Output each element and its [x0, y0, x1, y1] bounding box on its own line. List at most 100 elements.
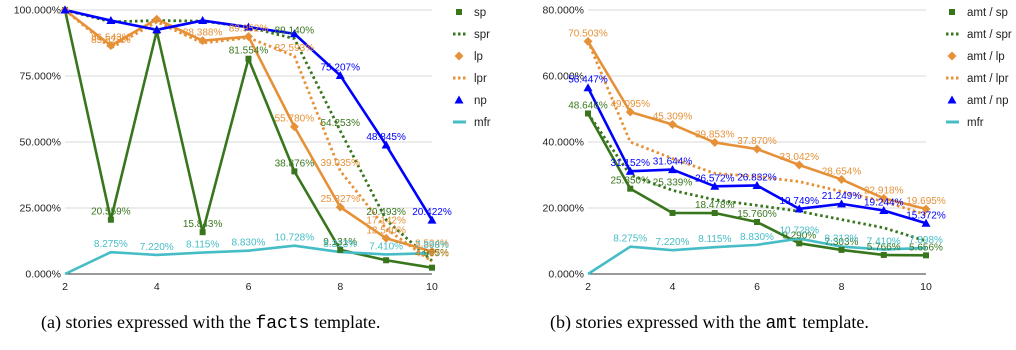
legend-label: amt / np [967, 95, 1009, 107]
data-point [289, 122, 299, 132]
data-label: 9.131% [323, 237, 357, 248]
data-point [429, 264, 435, 271]
legend-diamond-icon [947, 51, 957, 61]
data-point [335, 70, 345, 79]
data-point [381, 140, 391, 149]
data-label: 7.410% [369, 241, 403, 252]
data-point [381, 233, 391, 243]
y-tick-label: 100.000% [14, 5, 61, 17]
data-point [289, 29, 299, 38]
data-point [427, 215, 437, 224]
data-point [668, 165, 677, 174]
caption-a-code: facts [255, 314, 310, 334]
x-tick-label: 4 [670, 281, 676, 293]
data-label: 88.388% [183, 28, 223, 39]
data-label: 20.559% [91, 207, 131, 218]
data-label: 9.290% [782, 230, 816, 241]
data-label: 89.140% [275, 26, 315, 37]
data-label: 8.830% [740, 232, 774, 243]
x-tick-label: 8 [337, 281, 343, 293]
data-label: 26.832% [737, 172, 777, 183]
data-point [710, 181, 720, 190]
data-point [921, 218, 931, 227]
data-point [711, 210, 718, 217]
series-line-mfr [64, 244, 433, 276]
y-tick-label: 0.000% [25, 269, 61, 281]
legend-label: amt / sp [967, 7, 1008, 19]
data-point [668, 119, 677, 129]
data-label: 39.035% [321, 158, 361, 169]
data-label: 48.845% [366, 132, 406, 143]
data-point [837, 199, 846, 208]
x-tick-label: 2 [585, 281, 591, 293]
data-point [923, 252, 929, 259]
x-tick-label: 10 [426, 281, 438, 293]
x-tick-label: 6 [246, 281, 252, 293]
legend-triangle-icon [454, 95, 464, 104]
legend-item: mfr [946, 117, 984, 129]
legend-label: np [474, 95, 487, 107]
data-label: 75.207% [321, 62, 361, 73]
data-point [427, 246, 437, 256]
data-label: 8.275% [94, 239, 128, 250]
legend-item: amt / lpr [946, 73, 1009, 85]
data-point [625, 107, 635, 117]
data-label: 48.646% [568, 100, 608, 111]
data-point [796, 240, 803, 247]
data-label: 10.728% [780, 226, 820, 237]
data-point [335, 202, 345, 212]
data-label: 39.853% [695, 129, 735, 140]
caption-b-suffix: template. [797, 312, 869, 332]
x-tick-label: 6 [754, 281, 760, 293]
data-label: 45.309% [653, 111, 693, 122]
data-point [794, 160, 804, 170]
legend-item: mfr [453, 117, 491, 129]
data-point [838, 246, 845, 253]
data-label: 18.478% [695, 200, 735, 211]
data-point [921, 204, 931, 214]
data-label: 89.952% [229, 24, 269, 35]
legend-label: amt / lpr [967, 73, 1009, 85]
data-label: 37.870% [737, 136, 777, 147]
x-tick-label: 8 [839, 281, 845, 293]
data-label: 8.313% [825, 234, 859, 245]
data-point [879, 205, 889, 214]
data-label: 5.656% [909, 242, 943, 253]
data-point [837, 174, 846, 184]
data-label: 10.728% [275, 233, 315, 244]
data-label: 70.503% [568, 28, 608, 39]
data-label: 13.540% [366, 225, 406, 236]
y-tick-label: 80.000% [543, 5, 584, 17]
caption-a-prefix: (a) stories expressed with the [41, 312, 256, 332]
data-label: 15.760% [737, 209, 777, 220]
data-label: 8.275% [613, 234, 647, 245]
data-point [627, 185, 634, 192]
data-point [152, 14, 162, 24]
data-label: 31.152% [611, 158, 651, 169]
series-line-amtspr [586, 112, 927, 243]
legend-item: sp [456, 7, 486, 19]
data-label: 7.898% [415, 240, 449, 251]
data-label: 19.244% [864, 197, 904, 208]
legend-label: sp [474, 7, 486, 19]
data-label: 55.780% [275, 114, 315, 125]
data-label: 8.524% [415, 238, 449, 249]
data-point [585, 110, 591, 117]
series-line-spr [64, 8, 433, 262]
data-label: 21.249% [822, 191, 862, 202]
caption-b: (b) stories expressed with the amt templ… [550, 312, 869, 334]
data-point [199, 229, 206, 236]
data-label: 25.850% [611, 176, 651, 187]
data-label: 85.573% [91, 35, 131, 46]
data-point [583, 83, 593, 92]
legend-square-icon [456, 9, 462, 15]
data-point [106, 41, 116, 51]
series-line-mfr [587, 237, 927, 276]
data-label: 4.965% [415, 248, 449, 259]
data-label: 7.220% [656, 237, 690, 248]
legend-label: lp [474, 51, 483, 63]
legend-item: amt / spr [946, 29, 1012, 41]
data-label: 7.410% [867, 237, 901, 248]
data-point [710, 137, 720, 147]
data-label: 82.593% [275, 43, 315, 54]
